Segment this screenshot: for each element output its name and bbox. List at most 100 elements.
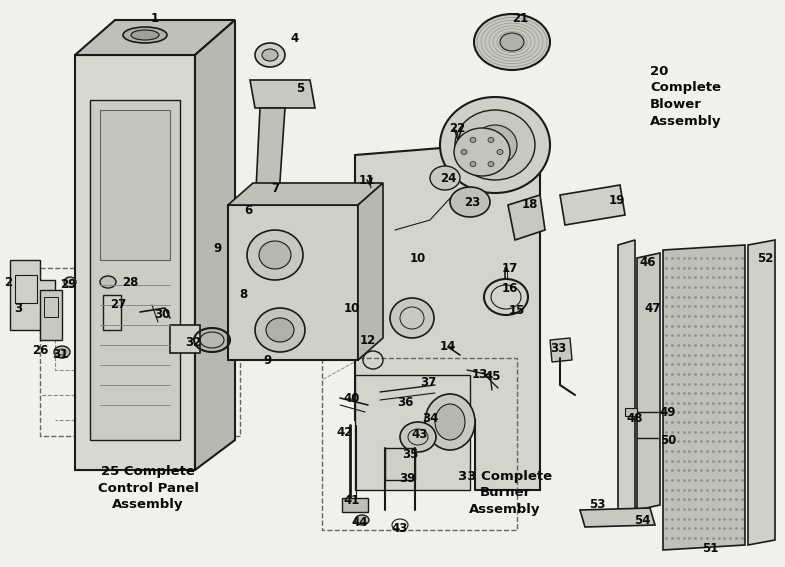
- Ellipse shape: [255, 308, 305, 352]
- Ellipse shape: [474, 14, 550, 70]
- Polygon shape: [637, 253, 660, 510]
- Text: 4: 4: [291, 32, 299, 44]
- Polygon shape: [385, 448, 415, 480]
- Text: 7: 7: [271, 181, 279, 194]
- Bar: [100, 110, 170, 260]
- Text: 50: 50: [660, 434, 676, 446]
- Text: 51: 51: [702, 541, 718, 555]
- Text: 41: 41: [344, 493, 360, 506]
- Ellipse shape: [247, 230, 303, 280]
- Polygon shape: [342, 498, 368, 512]
- Text: 52: 52: [757, 252, 773, 264]
- Text: 39: 39: [399, 472, 415, 484]
- Bar: [170, 325, 200, 353]
- Text: 22: 22: [449, 121, 466, 134]
- Ellipse shape: [355, 515, 369, 525]
- Text: 27: 27: [110, 298, 126, 311]
- Ellipse shape: [500, 33, 524, 51]
- Polygon shape: [228, 205, 358, 360]
- Bar: [44, 297, 58, 317]
- Ellipse shape: [425, 394, 475, 450]
- Text: 2: 2: [4, 277, 12, 290]
- Text: 36: 36: [396, 396, 413, 408]
- Text: 49: 49: [659, 405, 676, 418]
- Ellipse shape: [455, 110, 535, 180]
- Ellipse shape: [131, 30, 159, 40]
- Text: 44: 44: [352, 515, 368, 528]
- Text: 3: 3: [14, 302, 22, 315]
- Ellipse shape: [497, 150, 503, 154]
- Text: 6: 6: [244, 204, 252, 217]
- Text: 12: 12: [360, 333, 376, 346]
- Text: 16: 16: [502, 281, 518, 294]
- Polygon shape: [358, 183, 383, 360]
- Polygon shape: [75, 55, 195, 470]
- Text: 47: 47: [644, 302, 661, 315]
- Text: 15: 15: [509, 303, 525, 316]
- Polygon shape: [195, 20, 235, 470]
- Polygon shape: [255, 108, 285, 210]
- Ellipse shape: [454, 128, 510, 176]
- Text: 11: 11: [359, 174, 375, 187]
- Text: 53: 53: [589, 498, 605, 511]
- Ellipse shape: [259, 241, 291, 269]
- Text: 10: 10: [344, 302, 360, 315]
- Text: 30: 30: [154, 308, 170, 321]
- Text: 32: 32: [185, 336, 201, 349]
- Text: 1: 1: [151, 11, 159, 24]
- Polygon shape: [40, 290, 62, 340]
- Ellipse shape: [390, 298, 434, 338]
- Polygon shape: [580, 508, 655, 527]
- Ellipse shape: [123, 27, 167, 43]
- Text: 42: 42: [337, 425, 353, 438]
- Ellipse shape: [100, 276, 116, 288]
- Ellipse shape: [64, 277, 76, 287]
- Text: 5: 5: [296, 82, 304, 95]
- Text: 25 Complete
Control Panel
Assembly: 25 Complete Control Panel Assembly: [97, 465, 199, 511]
- Text: 31: 31: [52, 349, 68, 362]
- Text: 24: 24: [440, 171, 456, 184]
- Text: 46: 46: [640, 256, 656, 269]
- Ellipse shape: [430, 166, 460, 190]
- Ellipse shape: [255, 43, 285, 67]
- Ellipse shape: [470, 137, 476, 142]
- Ellipse shape: [473, 125, 517, 165]
- Text: 43: 43: [392, 522, 408, 535]
- Text: 21: 21: [512, 11, 528, 24]
- Ellipse shape: [266, 318, 294, 342]
- Polygon shape: [10, 260, 55, 330]
- Ellipse shape: [470, 162, 476, 167]
- Bar: [90, 100, 180, 440]
- Ellipse shape: [440, 97, 550, 193]
- Text: 13: 13: [472, 369, 488, 382]
- Ellipse shape: [461, 150, 467, 154]
- Polygon shape: [355, 140, 540, 490]
- Text: 40: 40: [344, 391, 360, 404]
- Text: 33: 33: [550, 341, 566, 354]
- Text: 9: 9: [214, 242, 222, 255]
- Text: 19: 19: [609, 193, 625, 206]
- Text: 48: 48: [626, 412, 643, 425]
- Ellipse shape: [435, 404, 465, 440]
- Text: 26: 26: [32, 344, 48, 357]
- Polygon shape: [748, 240, 775, 545]
- Polygon shape: [250, 80, 315, 108]
- Text: 45: 45: [485, 370, 502, 383]
- Text: 34: 34: [422, 412, 438, 425]
- Bar: [355, 375, 470, 490]
- Text: 17: 17: [502, 261, 518, 274]
- Text: 33 Complete
Burner
Assembly: 33 Complete Burner Assembly: [458, 470, 552, 516]
- Ellipse shape: [400, 422, 436, 452]
- Text: 28: 28: [122, 276, 138, 289]
- Text: 20
Complete
Blower
Assembly: 20 Complete Blower Assembly: [650, 65, 721, 128]
- Bar: [625, 408, 637, 416]
- Ellipse shape: [450, 187, 490, 217]
- Polygon shape: [618, 240, 635, 515]
- Text: 43: 43: [412, 429, 428, 442]
- Text: 8: 8: [239, 289, 247, 302]
- Text: 18: 18: [522, 198, 539, 211]
- Polygon shape: [508, 195, 545, 240]
- Text: 54: 54: [633, 514, 650, 527]
- Bar: [103, 295, 121, 330]
- Ellipse shape: [488, 137, 494, 142]
